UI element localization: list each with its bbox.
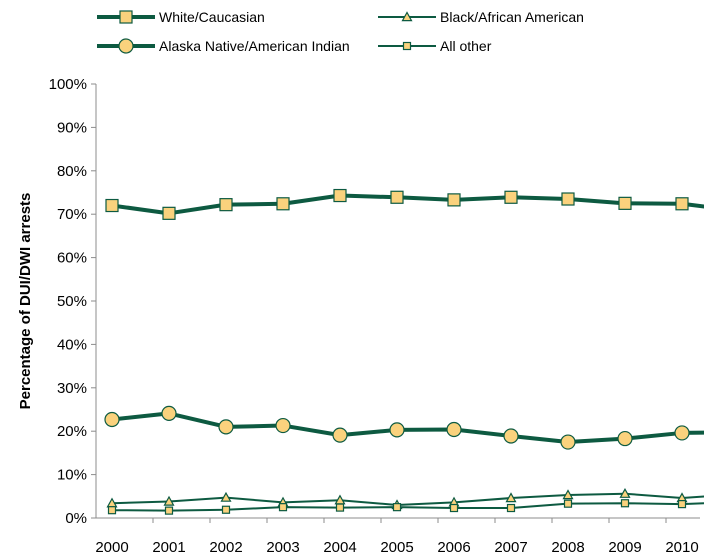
data-point (162, 206, 176, 220)
data-point (619, 487, 631, 498)
data-point (503, 428, 519, 444)
x-tick-label: 2004 (323, 539, 356, 556)
x-tick-label: 2001 (152, 539, 185, 556)
legend-item: All other (378, 38, 492, 54)
legend-label: White/Caucasian (159, 9, 265, 25)
data-point (618, 196, 632, 210)
y-tick-label: 30% (57, 380, 87, 397)
data-point (105, 198, 119, 213)
series-line (111, 492, 704, 506)
x-tick-label: 2000 (95, 539, 128, 556)
series-2 (104, 405, 704, 450)
legend-marker (119, 10, 133, 24)
data-point (447, 193, 461, 207)
x-tick-label: 2002 (209, 539, 242, 556)
data-point (389, 422, 405, 438)
legend-item: White/Caucasian (97, 9, 265, 25)
data-point (164, 506, 174, 515)
data-point (674, 425, 690, 441)
data-point (617, 430, 633, 447)
series-line (111, 502, 704, 512)
y-tick-label: 40% (57, 336, 87, 353)
data-point (449, 503, 459, 513)
legend-marker (401, 11, 413, 22)
data-point (107, 506, 117, 515)
data-point (335, 503, 345, 512)
legend-item: Alaska Native/American Indian (97, 38, 350, 54)
legend-label: Alaska Native/American Indian (159, 38, 350, 54)
legend: White/Caucasian Black/African American Ala… (97, 9, 584, 54)
data-point (675, 197, 689, 211)
series-1 (106, 487, 704, 510)
y-tick-label: 60% (57, 250, 87, 267)
y-tick-label: 10% (57, 467, 87, 484)
data-point (392, 503, 402, 512)
data-point (506, 503, 516, 513)
data-point (561, 192, 575, 206)
x-tick-label: 2009 (608, 539, 641, 556)
data-point (275, 417, 291, 434)
y-tick-label: 100% (49, 76, 87, 93)
series-layer (104, 188, 704, 515)
data-point (104, 411, 120, 428)
data-point (505, 492, 517, 503)
x-tick-label: 2005 (380, 539, 413, 556)
data-point (163, 495, 175, 506)
x-tick-label: 2010 (665, 539, 698, 556)
y-tick-labels: 0% 10% 20% 30% 40% 50% 60% 70% 80% 90% 100% (49, 76, 96, 527)
x-tick-label: 2008 (551, 539, 584, 556)
y-tick-label: 20% (57, 423, 87, 440)
data-point (219, 198, 233, 212)
y-tick-label: 80% (57, 163, 87, 180)
data-point (276, 197, 290, 211)
y-tick-label: 70% (57, 206, 87, 223)
legend-marker (402, 41, 412, 51)
data-point (390, 190, 404, 204)
data-point (278, 503, 288, 512)
series-line (111, 193, 704, 216)
x-tick-label: 2003 (266, 539, 299, 556)
axes (95, 84, 700, 519)
data-point (333, 188, 347, 203)
data-point (221, 505, 231, 514)
legend-marker (118, 38, 134, 54)
y-tick-label: 90% (57, 119, 87, 136)
data-point (504, 190, 518, 204)
data-point (677, 500, 687, 509)
y-axis-title: Percentage of DUI/DWI arrests (17, 193, 34, 410)
data-point (218, 419, 234, 435)
data-point (560, 434, 576, 450)
y-tick-label: 0% (65, 510, 87, 527)
data-point (161, 405, 177, 422)
series-line (111, 411, 704, 445)
x-tick-label: 2006 (437, 539, 470, 556)
series-0 (105, 188, 704, 220)
data-point (220, 491, 232, 502)
legend-item: Black/African American (378, 9, 584, 25)
data-point (620, 499, 630, 508)
data-point (332, 427, 348, 443)
x-tick-label: 2007 (494, 539, 527, 556)
data-point (446, 421, 462, 438)
x-tick-labels: 2000 2001 2002 2003 2004 2005 2006 2007 2008 2009… (95, 518, 699, 556)
legend-label: All other (440, 38, 492, 54)
legend-label: Black/African American (440, 9, 584, 25)
y-tick-label: 50% (57, 293, 87, 310)
data-point (563, 499, 573, 508)
data-point (562, 489, 574, 500)
series-3 (107, 499, 704, 515)
